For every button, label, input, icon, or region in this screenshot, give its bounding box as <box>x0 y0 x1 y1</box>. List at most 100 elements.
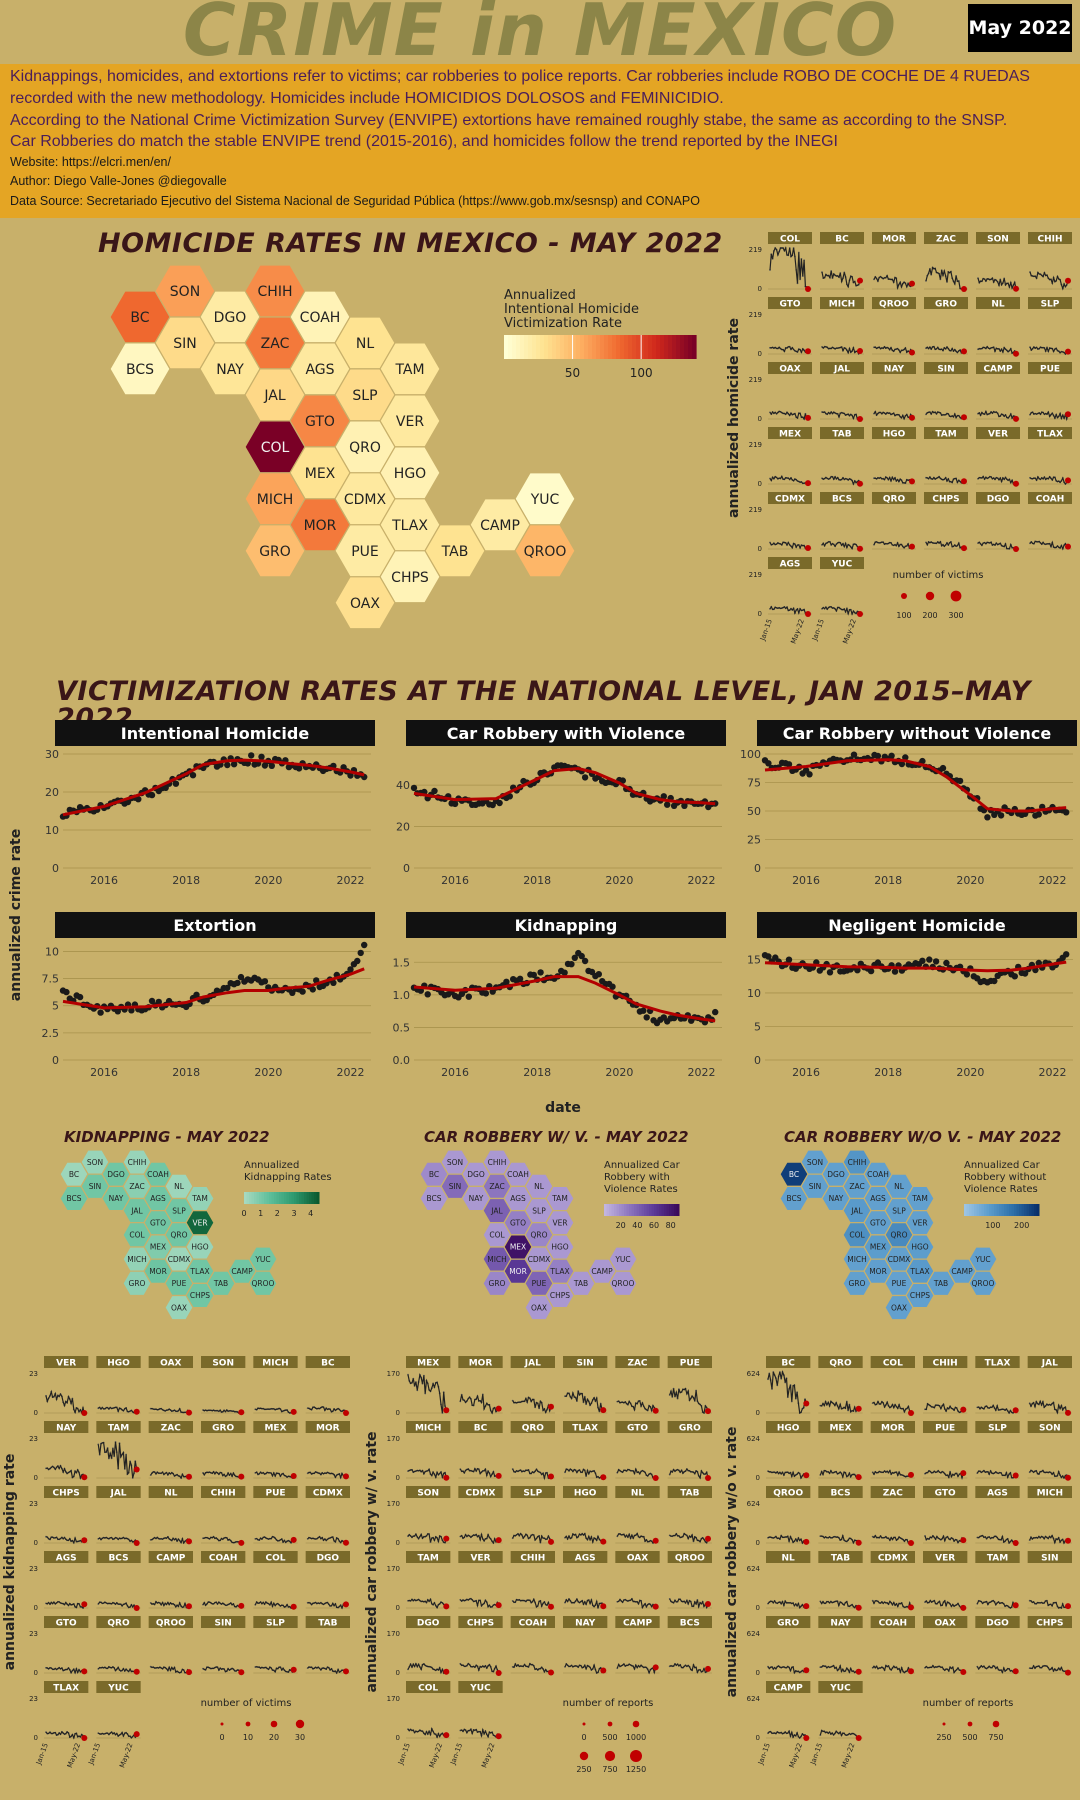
bmap2-hex-label-zac: ZAC <box>849 1182 864 1191</box>
ytick-label: 100 <box>740 748 761 761</box>
bmap2-legend-swatch <box>1034 1204 1037 1216</box>
point-negligent-homicide <box>1011 973 1018 980</box>
bmap1-legend-swatch <box>616 1204 620 1216</box>
bmap0-hex-label-tab: TAB <box>213 1279 228 1288</box>
bsmall0-trend-gto <box>45 1666 85 1675</box>
bsmall1-latest-zac <box>652 1407 659 1414</box>
hom-strip-qroo <box>872 297 916 309</box>
bsmall2-strip-label-col: COL <box>883 1359 903 1369</box>
bmap2-legend-swatch <box>979 1204 982 1216</box>
bsmall1-strip-label-zac: ZAC <box>627 1359 647 1369</box>
bmap0-legend-swatch <box>269 1192 272 1204</box>
homicide-hex-label-oax: OAX <box>350 596 380 612</box>
bmap1-hex-bcs <box>420 1185 449 1212</box>
bmap0-legend-swatch <box>244 1192 247 1204</box>
bmap1-legend-swatch <box>621 1204 625 1216</box>
hom-latest-jal <box>857 416 863 422</box>
homicide-legend-swatch <box>552 335 557 359</box>
homicide-hex-label-bc: BC <box>130 310 149 326</box>
bsmall0-latest-hgo <box>133 1408 140 1415</box>
hom-trend-slp <box>1029 345 1069 356</box>
bmap2-hex-label-tlax: TLAX <box>909 1267 929 1276</box>
panel-title-intentional-homicide: Intentional Homicide <box>121 724 310 743</box>
bsmall2-strip-col <box>870 1356 915 1368</box>
hom-latest-mich <box>857 348 863 354</box>
homicide-legend-swatch <box>632 335 637 359</box>
hom-latest-ags <box>805 611 811 617</box>
homicide-legend-swatch <box>692 335 697 359</box>
hom-trend-qro <box>873 541 913 549</box>
bsmall0-ytick-zero: 0 <box>34 1539 38 1547</box>
bsmall1-trend-bc <box>459 1467 499 1478</box>
national-ylabel: annualized crime rate <box>8 829 24 1001</box>
point-intentional-homicide <box>268 762 275 769</box>
point-kidnapping <box>516 975 524 982</box>
bmap1-legend-swatch <box>634 1204 637 1216</box>
homicide-legend-swatch <box>544 335 549 359</box>
hom-strip-oax <box>768 362 812 374</box>
bsmall1-strip-label-chps: CHPS <box>467 1619 494 1629</box>
point-kidnapping <box>503 978 510 985</box>
bmap1-hex-label-nay: NAY <box>469 1194 484 1203</box>
bmap0-hex-label-ags: AGS <box>150 1194 166 1203</box>
hom-latest-gro <box>961 348 967 355</box>
bsmall1-trend-gto <box>616 1467 656 1479</box>
homicide-legend-swatch <box>680 335 685 359</box>
info-bar: Kidnappings, homicides, and extortions r… <box>0 64 1080 218</box>
bsmall0-trend-coah <box>202 1601 242 1608</box>
homicide-legend-swatch <box>656 335 661 359</box>
bmap2-legend-swatch <box>1026 1204 1030 1216</box>
bsmall0-trend-bcs <box>97 1601 137 1609</box>
homicide-legend-swatch <box>672 335 677 359</box>
point-extortion <box>234 979 241 987</box>
hom-trend-mor <box>873 274 913 291</box>
hom-strip-label-son: SON <box>987 235 1009 245</box>
homicide-legend-title-1: Intentional Homicide <box>504 302 639 317</box>
bmap2-hex-label-gto: GTO <box>870 1218 886 1227</box>
hom-latest-qroo <box>909 349 915 356</box>
hom-strip-nl <box>976 297 1020 309</box>
hom-trend-hgo <box>874 475 913 484</box>
point-car-robbery-with-violence <box>581 774 589 781</box>
bmap2-legend-title-2: Violence Rates <box>964 1184 1038 1195</box>
bsmall0-trend-mich <box>255 1407 295 1414</box>
xtick-label: 2020 <box>254 1066 282 1079</box>
hom-strip-chih <box>1028 232 1072 244</box>
homicide-hex-label-dgo: DGO <box>214 310 247 326</box>
point-car-robbery-without-violence <box>1063 809 1070 816</box>
bsmall1-latest-dgo <box>443 1668 450 1675</box>
hom-latest-son <box>1013 285 1019 292</box>
hom-latest-col <box>805 286 811 292</box>
website-link[interactable]: Website: https://elcri.men/en/ <box>10 155 171 169</box>
hom-strip-label-gto: GTO <box>779 300 800 310</box>
bmap2-legend-swatch <box>1016 1204 1020 1216</box>
hom-xtick: Jan-15 <box>758 618 773 643</box>
bmap0-hex-label-zac: ZAC <box>129 1182 144 1191</box>
xtick-label: 2022 <box>687 1066 715 1079</box>
bsmall1-trend-bcs <box>669 1662 709 1674</box>
bmap2-legend-swatch <box>1019 1204 1022 1216</box>
bsmall1-trend-nay <box>564 1662 604 1674</box>
bmap0-legend-swatch <box>304 1192 307 1204</box>
hom-trend-nay <box>873 410 913 421</box>
point-car-robbery-without-violence <box>888 752 895 759</box>
bmap0-legend-swatch <box>249 1192 252 1204</box>
bsmall1-ytick-zero: 0 <box>396 1474 400 1482</box>
bsmall1-ylabel: annualized car robbery w/ v. rate <box>364 1431 380 1692</box>
bmap0-legend-swatch <box>294 1192 297 1204</box>
point-intentional-homicide <box>295 765 303 772</box>
bmap0-hex-label-mex: MEX <box>150 1243 166 1252</box>
point-kidnapping <box>568 961 575 968</box>
bsmall0-ytick-zero: 0 <box>34 1409 38 1417</box>
bsmall0-strip-label-pue: PUE <box>265 1489 285 1499</box>
bsmall2-ytick: 624 <box>747 1500 761 1508</box>
bsmall0-strip-label-slp: SLP <box>266 1619 285 1629</box>
bsmall0-strip-label-cdmx: CDMX <box>313 1489 343 1499</box>
hom-strip-ags <box>768 557 812 569</box>
hom-latest-cdmx <box>805 545 811 551</box>
hom-trend-gro <box>925 345 965 354</box>
homicide-hex-label-camp: CAMP <box>480 518 520 534</box>
bsmall1-trend-qroo <box>669 1598 709 1610</box>
point-negligent-homicide <box>932 958 940 965</box>
